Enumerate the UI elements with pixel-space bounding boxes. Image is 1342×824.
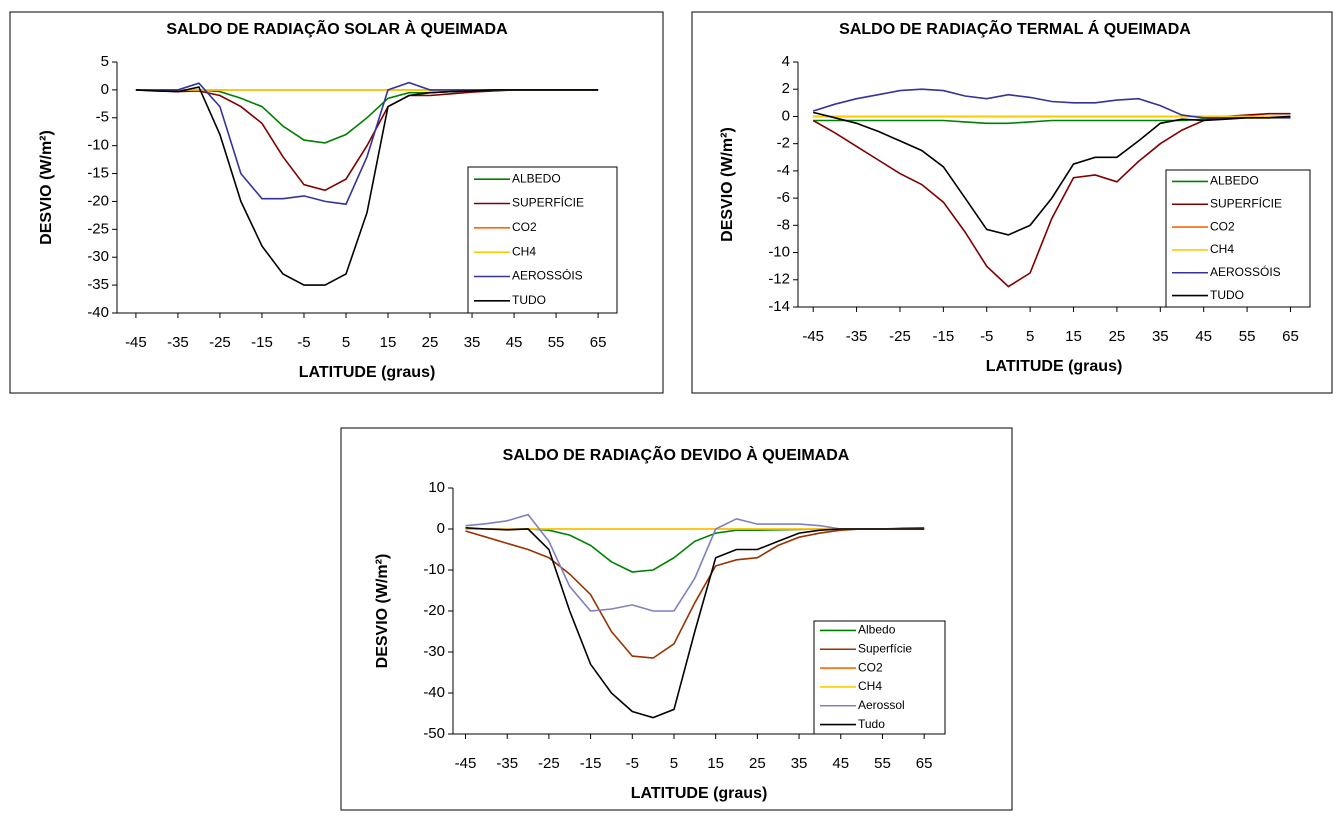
legend-label: ALBEDO [512,171,561,185]
x-tick-label: 55 [1239,328,1256,345]
x-tick-label: 45 [506,334,523,351]
x-tick-label: 15 [380,334,397,351]
legend-label: CH4 [1210,242,1234,256]
y-tick-label: -40 [423,684,445,701]
y-tick-label: -2 [777,135,790,152]
x-tick-label: 55 [874,755,891,772]
x-tick-label: -45 [125,334,147,351]
y-tick-label: 0 [101,81,109,98]
x-tick-label: -25 [889,328,911,345]
x-tick-label: 55 [548,334,565,351]
y-axis-label: DESVIO (W/m²) [374,554,391,669]
x-tick-label: -15 [933,328,955,345]
x-tick-label: -35 [167,334,189,351]
y-tick-label: 4 [782,53,790,70]
x-tick-label: -15 [580,755,602,772]
x-tick-label: 45 [832,755,849,772]
series-line [465,527,925,719]
legend-label: CH4 [858,679,882,693]
x-tick-label: -5 [980,328,993,345]
legend-label: SUPERFÍCIE [1210,195,1282,210]
x-tick-label: 5 [1026,328,1034,345]
legend-label: CO2 [512,220,537,234]
x-tick-label: -45 [455,755,477,772]
y-tick-label: -5 [96,109,109,126]
series-line [812,88,1291,119]
x-tick-label: 65 [590,334,607,351]
x-tick-label: -45 [802,328,824,345]
x-tick-label: 35 [1152,328,1169,345]
x-tick-label: -5 [297,334,310,351]
legend-label: Tudo [858,717,885,731]
x-tick-label: 15 [707,755,724,772]
x-axis-label: LATITUDE (graus) [986,358,1123,375]
y-axis-label: DESVIO (W/m²) [719,127,736,242]
y-tick-label: 2 [782,80,790,97]
y-axis-label: DESVIO (W/m²) [38,130,55,245]
x-tick-label: -15 [251,334,273,351]
legend-label: TUDO [1210,288,1244,302]
x-tick-label: 15 [1065,328,1082,345]
y-tick-label: -20 [423,602,445,619]
y-tick-label: -14 [768,298,790,315]
x-tick-label: -25 [209,334,231,351]
legend-box [813,620,946,735]
x-tick-label: 25 [422,334,439,351]
y-tick-label: -50 [423,725,445,742]
y-tick-label: -8 [777,216,790,233]
legend-label: Aerossol [858,698,905,712]
x-axis-label: LATITUDE (graus) [299,364,436,381]
x-axis-label: LATITUDE (graus) [631,785,768,802]
legend-label: TUDO [512,293,546,307]
y-tick-label: -15 [87,165,109,182]
legend-label: CO2 [858,660,883,674]
series-line [812,112,1291,288]
x-tick-label: 65 [916,755,933,772]
legend-box [467,166,618,314]
legend-label: AEROSSÓIS [1210,264,1281,279]
x-tick-label: 5 [670,755,678,772]
x-tick-label: -35 [496,755,518,772]
series-line [135,86,599,286]
y-tick-label: -20 [87,192,109,209]
x-tick-label: 25 [749,755,766,772]
x-tick-label: 35 [791,755,808,772]
y-tick-label: 5 [101,53,109,70]
legend-label: CH4 [512,244,536,258]
chart-title: SALDO DE RADIAÇÃO SOLAR À QUEIMADA [166,18,508,38]
x-tick-label: 5 [342,334,350,351]
y-tick-label: -30 [423,643,445,660]
y-tick-label: -25 [87,220,109,237]
x-tick-label: 25 [1109,328,1126,345]
y-tick-label: -4 [777,162,790,179]
y-tick-label: -10 [768,244,790,261]
legend-label: Superfície [858,641,912,655]
y-tick-label: -10 [423,561,445,578]
x-tick-label: -5 [626,755,639,772]
y-tick-label: -10 [87,137,109,154]
y-tick-label: -35 [87,276,109,293]
legend-label: AEROSSÓIS [512,268,583,283]
x-tick-label: 45 [1195,328,1212,345]
y-tick-label: 10 [428,479,445,496]
x-tick-label: 65 [1282,328,1299,345]
y-tick-label: -30 [87,248,109,265]
y-tick-label: 0 [782,107,790,124]
x-tick-label: 35 [464,334,481,351]
y-tick-label: -6 [777,189,790,206]
legend-box [1165,169,1311,308]
chart-title: SALDO DE RADIAÇÃO TERMAL Á QUEIMADA [839,18,1191,38]
chart-title: SALDO DE RADIAÇÃO DEVIDO À QUEIMADA [503,444,850,464]
legend-label: CO2 [1210,219,1235,233]
x-tick-label: -35 [846,328,868,345]
y-tick-label: -12 [768,271,790,288]
y-tick-label: 0 [437,520,445,537]
legend-label: ALBEDO [1210,174,1259,188]
y-tick-label: -40 [87,304,109,321]
x-tick-label: -25 [538,755,560,772]
legend-label: Albedo [858,623,896,637]
series-line [813,111,1291,236]
legend-label: SUPERFÍCIE [512,195,584,210]
